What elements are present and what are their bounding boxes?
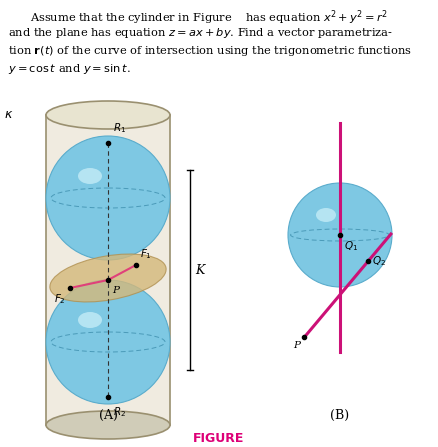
Text: $F_2$: $F_2$ bbox=[54, 292, 66, 306]
Text: $F_1$: $F_1$ bbox=[140, 247, 152, 261]
Ellipse shape bbox=[78, 312, 102, 328]
Ellipse shape bbox=[46, 411, 170, 439]
Text: $Q_1$: $Q_1$ bbox=[344, 239, 358, 253]
Text: $R_1$: $R_1$ bbox=[113, 121, 126, 135]
Text: $R_2$: $R_2$ bbox=[113, 405, 126, 419]
Ellipse shape bbox=[50, 254, 166, 302]
Ellipse shape bbox=[78, 168, 102, 184]
Ellipse shape bbox=[316, 208, 336, 222]
Text: and the plane has equation $z = ax + by$. Find a vector parametriza-: and the plane has equation $z = ax + by$… bbox=[8, 26, 393, 40]
Text: tion $\mathbf{r}$$(t)$ of the curve of intersection using the trigonometric func: tion $\mathbf{r}$$(t)$ of the curve of i… bbox=[8, 44, 412, 58]
Text: (B): (B) bbox=[330, 409, 350, 422]
Text: $\kappa$: $\kappa$ bbox=[4, 108, 13, 121]
Circle shape bbox=[288, 183, 392, 287]
Text: Assume that the cylinder in Figure    has equation $x^2 + y^2 = r^2$: Assume that the cylinder in Figure has e… bbox=[30, 8, 388, 27]
Text: P: P bbox=[112, 286, 119, 295]
Text: P: P bbox=[293, 342, 300, 350]
Text: K: K bbox=[195, 263, 205, 277]
Ellipse shape bbox=[46, 101, 170, 129]
Polygon shape bbox=[46, 115, 170, 425]
Circle shape bbox=[46, 280, 170, 404]
Text: $y = \cos t$ and $y = \sin t$.: $y = \cos t$ and $y = \sin t$. bbox=[8, 62, 131, 76]
Text: $Q_2$: $Q_2$ bbox=[372, 254, 386, 268]
Text: FIGURE: FIGURE bbox=[193, 431, 245, 444]
Text: (A): (A) bbox=[99, 409, 117, 422]
Circle shape bbox=[46, 136, 170, 260]
